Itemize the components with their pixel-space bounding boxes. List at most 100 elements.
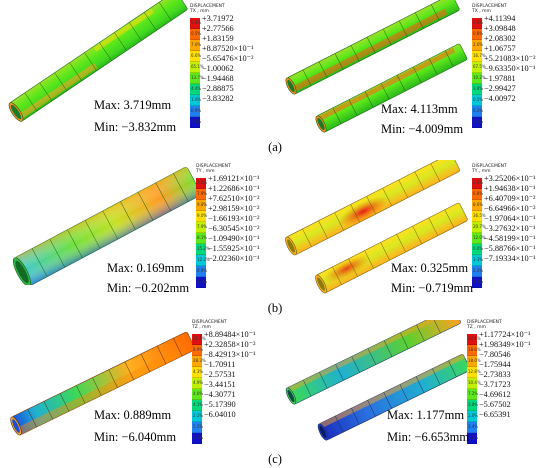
legend-tick-label: −5.67502	[479, 400, 511, 409]
color-band: 13.7%	[190, 73, 204, 84]
legend-tick-label: −4.30771	[204, 390, 236, 399]
band-percent-label: 16.7%	[473, 53, 486, 58]
band-percent-label: 12.0%	[473, 235, 486, 240]
legend-tick-label: −4.58199×10⁻¹	[484, 234, 536, 243]
legend-tick-label: −5.65476×10⁻²	[202, 54, 254, 63]
band-percent-label: 1.4%	[468, 424, 479, 429]
color-band: 65.1%	[190, 62, 204, 73]
band-percent-label: 1.3%	[473, 279, 484, 284]
pipe-model-c-right	[285, 320, 471, 441]
color-band: 18.0%	[467, 356, 481, 367]
color-band: 4.0%	[192, 389, 203, 400]
band-percent-label: 0.6%	[473, 20, 484, 25]
pipe-model-b-left	[12, 167, 200, 285]
legend-tick-label: +6.40709×10⁻²	[484, 194, 536, 203]
band-percent-label: 9.0%	[197, 213, 208, 218]
color-band: 12.8%	[467, 367, 481, 378]
band-percent-label: 3.8%	[468, 402, 479, 407]
legend-body: 2.5% 7.9% 9.8% 9.0% 7.9% 8.1% 15.2% 12.3% 4.9% 1.…	[196, 174, 284, 288]
band-percent-label: 8.6%	[473, 202, 484, 207]
band-percent-label: 20.7%	[473, 224, 486, 229]
legend-tick-label: −1.97881	[484, 74, 516, 83]
color-band: 3.8%	[472, 84, 484, 95]
legend-title: DISPLACEMENT TY , mm	[196, 164, 231, 174]
legend-tick-label: +8.89484×10⁻¹	[204, 330, 256, 339]
band-percent-label: 6.8%	[473, 191, 484, 196]
color-band: 6.8%	[472, 189, 484, 200]
legend-tick-values: +3.71972 +2.77566 +1.83159 +8.87520×10⁻¹ −5.…	[202, 14, 254, 105]
legend-tick-label: −2.73833	[479, 370, 511, 379]
color-band: 51.6%	[192, 334, 206, 345]
caption-a: (a)	[268, 140, 282, 154]
band-percent-label: 1.0%	[191, 97, 202, 102]
caption-b: (b)	[267, 301, 283, 315]
color-band: 67.5%	[472, 62, 486, 73]
legend-tick-label: +1.06757	[484, 44, 516, 53]
pipe-model-b-right	[285, 160, 468, 294]
min-label-c-right: Min: −6.653mm	[387, 430, 470, 444]
band-percent-label: 0.9%	[191, 108, 202, 113]
legend-tick-values: +3.25206×10⁻¹ +1.94638×10⁻¹ +6.40709×10⁻² −…	[484, 174, 536, 265]
legend-tick-label: +3.71972	[202, 14, 234, 23]
min-label-a-left: Min: −3.832mm	[94, 120, 177, 134]
band-percent-label: 2.1%	[193, 413, 204, 418]
band-percent-label: 8.9%	[193, 347, 204, 352]
band-percent-label: 51.6%	[193, 336, 206, 341]
color-band: 3.8%	[467, 400, 479, 411]
legend-tick-values: +8.89484×10⁻¹ +2.32858×10⁻² −8.42913×10⁻¹ −…	[204, 330, 256, 421]
legend-tick-label: −2.57531	[204, 370, 236, 379]
band-percent-label: 0.5%	[191, 31, 202, 36]
panel-a-left: DISPLACEMENT TX , mm 0.4% 0.5% 7.0% 6.6% 65.1…	[0, 0, 275, 145]
band-percent-label: 28.3%	[193, 358, 206, 363]
band-percent-label: 0.7%	[193, 435, 204, 440]
color-bar: 2.5% 6.8% 8.6% 36.5% 20.7% 12.0% 6.0% 3.3% 2.2% 1…	[472, 178, 486, 288]
pipe-model-a-left	[8, 0, 188, 122]
legend-tick-label: +1.17724×10⁻¹	[479, 330, 531, 339]
band-percent-label: 3.8%	[473, 86, 484, 91]
band-percent-label: 12.3%	[197, 257, 210, 262]
legend-title: DISPLACEMENT TY , mm	[472, 164, 507, 174]
legend-body: 0.4% 0.5% 7.0% 6.6% 65.1% 13.7% 4.4% 1.0% 0.9% 0.…	[190, 14, 278, 128]
legend-tick-label: −6.04010	[204, 410, 236, 419]
legend-tick-label: +3.25206×10⁻¹	[484, 174, 536, 183]
legend-tick-label: −6.30545×10⁻²	[208, 224, 260, 233]
legend-tick-label: +5.21083×10⁻²	[484, 54, 536, 63]
band-percent-label: 6.0%	[473, 246, 484, 251]
band-percent-label: 2.2%	[473, 268, 484, 273]
pipe-model-c-left	[10, 331, 196, 436]
max-label-c-right: Max: 1.177mm	[387, 408, 465, 422]
band-percent-label: 10.2%	[473, 75, 486, 80]
color-band: 0.9%	[190, 106, 202, 117]
band-percent-label: 0.5%	[473, 97, 484, 102]
band-percent-label: 2.0%	[468, 413, 479, 418]
legend-tick-label: −1.97064×10⁻¹	[484, 214, 536, 223]
color-band: 2.2%	[472, 266, 484, 277]
color-band: 1.1%	[196, 277, 208, 288]
legend-tick-label: −1.00062	[202, 64, 234, 73]
color-band: 0.4%	[190, 18, 202, 29]
legend-title: DISPLACEMENT TZ , mm	[467, 320, 502, 330]
color-band: 7.2%	[467, 389, 478, 400]
color-band: 20.7%	[472, 222, 486, 233]
color-band: 15.2%	[196, 244, 210, 255]
max-label-a-right: Max: 4.113mm	[381, 102, 458, 116]
legend-tick-label: −1.70911	[204, 360, 236, 369]
legend-body: 2.5% 6.8% 8.6% 36.5% 20.7% 12.0% 6.0% 3.3% 2.2% 1…	[472, 174, 550, 288]
legend-c-right: DISPLACEMENT TZ , mm 28.5% 18.6% 18.0% 12.8%…	[467, 320, 550, 444]
band-percent-label: 0.4%	[191, 20, 202, 25]
legend-tick-label: −2.99427	[484, 84, 516, 93]
band-percent-label: 1.1%	[197, 279, 208, 284]
band-percent-label: 8.1%	[197, 235, 208, 240]
legend-tick-label: −7.80546	[479, 350, 511, 359]
legend-a-right: DISPLACEMENT TX , mm 0.6% 0.8% 2.0% 16.7% 67.…	[472, 4, 550, 128]
color-band: 1.2%	[192, 422, 203, 433]
legend-title: DISPLACEMENT TZ , mm	[192, 320, 227, 330]
legend-tick-values: +1.17724×10⁻¹ +1.98349×10⁻¹ −7.80546 −1.759…	[479, 330, 531, 421]
color-band: 2.5%	[196, 178, 207, 189]
max-label-c-left: Max: 0.889mm	[94, 408, 172, 422]
color-band: 0.2%	[472, 106, 483, 117]
color-band: 7.9%	[196, 189, 207, 200]
color-band: 4.9%	[192, 378, 204, 389]
color-band: 3.3%	[472, 255, 483, 266]
band-percent-label: 4.9%	[193, 380, 204, 385]
